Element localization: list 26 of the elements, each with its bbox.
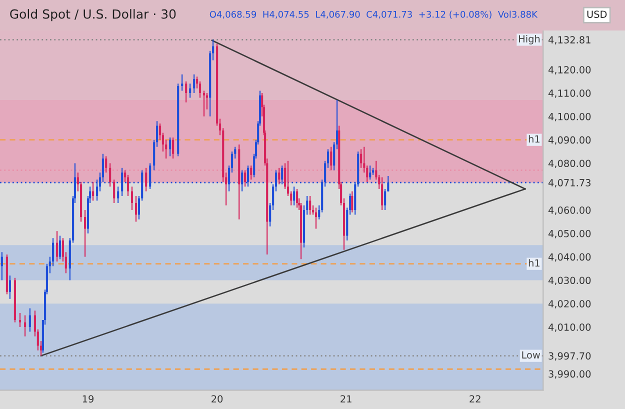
chart-subtitle: O4,068.59 H4,074.55 L4,067.90 C4,071.73 +3.12 (+0.08%) Vol3.88K [210, 10, 538, 19]
ref-line-label: h1 [528, 259, 540, 267]
y-tick-label: 4,030.00 [548, 276, 591, 286]
x-tick-label: 21 [340, 395, 352, 402]
y-tick-label: 4,050.00 [548, 230, 591, 238]
y-tick-label: 4,020.00 [548, 300, 591, 308]
y-tick-label: 4,080.00 [548, 160, 591, 168]
chart-title: Gold Spot / U.S. Dollar · 30 [10, 9, 176, 22]
y-tick-label: 3,997.70 [548, 352, 591, 361]
text: USD [587, 10, 607, 18]
ref-line-label: h1 [528, 135, 540, 143]
x-tick-label: 22 [470, 395, 480, 402]
y-tick-label: 4,010.00 [548, 323, 591, 332]
y-tick-label: 4,090.00 [548, 136, 591, 145]
y-tick-label: 4,110.00 [548, 90, 591, 98]
y-tick-label: 4,100.00 [548, 112, 591, 122]
ref-line-label: Low [522, 351, 540, 359]
y-tick-label: 4,040.00 [548, 253, 591, 262]
ref-line-label: High [519, 34, 540, 44]
y-tick-label: 4,071.73 [548, 179, 590, 188]
y-tick-label: 4,060.00 [548, 206, 591, 215]
y-tick-label: 3,990.00 [548, 370, 591, 379]
x-tick-label: 19 [82, 395, 94, 403]
y-tick-label: 4,132.81 [548, 36, 590, 44]
x-tick-label: 20 [212, 395, 223, 403]
y-tick-label: 4,120.00 [548, 66, 591, 74]
